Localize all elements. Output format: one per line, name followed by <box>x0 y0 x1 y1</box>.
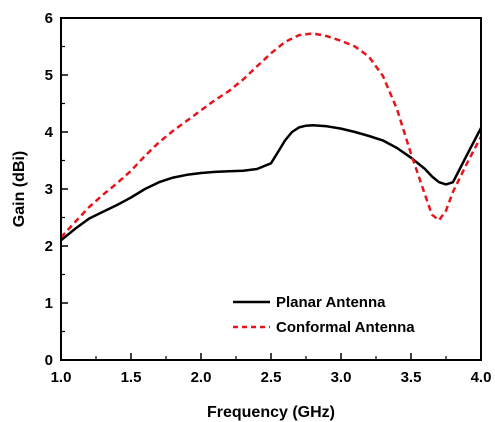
series-line-conformal <box>60 32 483 239</box>
x-tick-label: 2.5 <box>261 369 282 386</box>
y-tick-label: 3 <box>45 181 53 198</box>
y-tick-label: 4 <box>45 124 54 141</box>
x-tick-label: 2.0 <box>191 369 212 386</box>
y-tick-label: 5 <box>45 67 53 84</box>
x-tick-label: 4.0 <box>471 369 492 386</box>
x-tick-label: 3.5 <box>401 369 422 386</box>
x-tick-label: 1.5 <box>121 369 142 386</box>
legend-label-conformal: Conformal Antenna <box>276 319 415 336</box>
y-tick-label: 6 <box>45 10 53 27</box>
y-tick-label: 2 <box>45 238 53 255</box>
legend-label-planar: Planar Antenna <box>276 294 386 311</box>
y-tick-label: 0 <box>45 352 53 369</box>
x-tick-label: 3.0 <box>331 369 352 386</box>
y-tick-label: 1 <box>45 295 53 312</box>
legend: Planar Antenna Conformal Antenna <box>233 294 415 336</box>
plot-frame <box>60 17 482 361</box>
tick-labels: 1.0 1.5 2.0 2.5 3.0 3.5 4.0 0 1 2 3 4 5 6 <box>45 10 492 386</box>
y-axis-title: Gain (dBi) <box>11 151 28 227</box>
ticks-layer <box>60 17 482 361</box>
x-axis-title: Frequency (GHz) <box>207 404 335 421</box>
series-layer <box>60 32 483 242</box>
series-line-planar <box>60 123 483 242</box>
x-tick-label: 1.0 <box>51 369 72 386</box>
